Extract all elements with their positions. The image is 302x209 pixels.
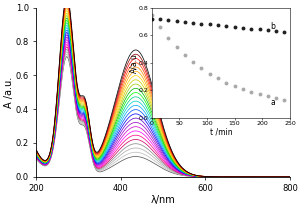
Y-axis label: A /a.u.: A /a.u. bbox=[4, 77, 14, 108]
X-axis label: λ/nm: λ/nm bbox=[151, 195, 175, 205]
